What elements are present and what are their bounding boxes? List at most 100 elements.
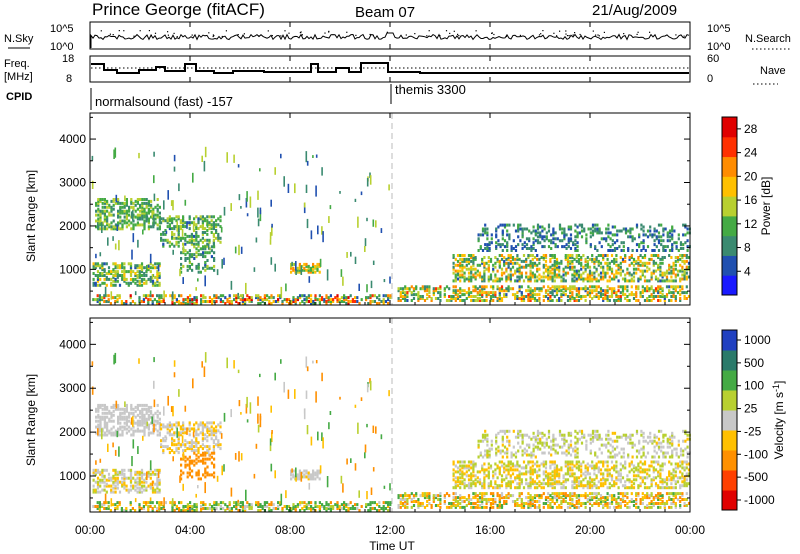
velocity-cell	[156, 472, 159, 476]
velocity-cell	[152, 419, 155, 423]
power-cell	[250, 298, 253, 302]
power-cell	[578, 231, 581, 235]
velocity-cell	[500, 474, 504, 478]
power-cell	[575, 287, 578, 291]
velocity-cell	[143, 419, 146, 423]
power-cell	[670, 291, 673, 295]
power-cell	[138, 266, 141, 270]
velocity-cell	[474, 474, 477, 478]
velocity-cell	[511, 472, 515, 476]
power-cell	[215, 294, 218, 298]
velocity-cell	[318, 469, 321, 473]
velocity-cell	[190, 441, 193, 445]
power-cell	[149, 253, 152, 264]
power-cell	[474, 267, 477, 271]
power-cell	[544, 254, 548, 257]
velocity-cell	[529, 472, 532, 476]
velocity-cell	[158, 431, 161, 435]
power-cell	[507, 285, 510, 289]
power-cell	[423, 289, 427, 293]
velocity-cell	[99, 419, 102, 423]
velocity-cell	[95, 431, 98, 435]
power-cell	[674, 263, 677, 267]
power-cell	[558, 275, 561, 279]
power-cell	[110, 205, 113, 209]
power-cell	[606, 285, 609, 289]
power-cell	[597, 279, 600, 283]
velocity-cell	[540, 462, 543, 466]
velocity-cell	[652, 498, 655, 501]
power-cell	[121, 266, 124, 270]
velocity-cell	[296, 477, 299, 481]
velocity-cell	[481, 439, 485, 443]
power-cell	[677, 233, 680, 237]
power-cell	[467, 275, 471, 279]
velocity-cell	[496, 504, 499, 507]
velocity-cell	[549, 476, 552, 480]
power-cell	[190, 234, 193, 238]
power-cell	[520, 297, 523, 300]
power-cell	[141, 203, 144, 207]
velocity-cell	[665, 482, 669, 486]
velocity-cell	[514, 486, 517, 490]
power-cell	[110, 225, 113, 229]
power-cell	[541, 229, 544, 233]
velocity-cell	[606, 472, 609, 476]
velocity-cell	[516, 460, 519, 464]
velocity-cell	[456, 502, 460, 505]
power-cell	[338, 300, 341, 303]
power-cell	[594, 223, 597, 227]
power-cell	[138, 152, 140, 159]
power-cell	[103, 213, 106, 217]
power-cell	[224, 296, 227, 300]
velocity-cell	[99, 417, 102, 421]
power-cell	[632, 263, 636, 267]
power-cell	[307, 300, 310, 303]
power-cell	[182, 223, 185, 227]
power-cell	[204, 251, 207, 255]
velocity-cell	[412, 496, 416, 500]
velocity-cell	[99, 490, 102, 494]
power-cell	[552, 227, 555, 231]
velocity-cell	[213, 471, 216, 475]
velocity-cell	[219, 431, 222, 435]
velocity-cell	[665, 484, 669, 488]
power-cell	[615, 295, 618, 298]
velocity-cell	[494, 462, 497, 466]
velocity-cell	[560, 492, 563, 496]
velocity-cell	[303, 469, 306, 473]
power-cell	[296, 268, 299, 272]
velocity-cell	[179, 431, 182, 435]
power-cell	[116, 298, 119, 302]
power-cell	[171, 232, 174, 236]
power-cell	[511, 287, 515, 291]
velocity-cell	[547, 492, 550, 496]
velocity-cell	[544, 466, 548, 470]
power-cell	[305, 264, 308, 268]
velocity-cell	[318, 477, 321, 481]
velocity-cell	[408, 496, 411, 500]
power-cell	[613, 289, 616, 293]
power-cell	[139, 205, 142, 209]
power-cell	[606, 257, 609, 261]
power-cell	[166, 219, 169, 223]
power-cell	[303, 266, 306, 270]
power-cell	[147, 217, 150, 221]
power-cell	[648, 299, 651, 302]
power-cell	[529, 297, 532, 300]
power-cell	[661, 295, 664, 298]
velocity-cell	[624, 460, 627, 464]
velocity-cell	[659, 492, 662, 496]
power-cell	[525, 257, 528, 261]
velocity-cell	[529, 466, 532, 470]
power-cell	[119, 209, 122, 213]
power-cell	[434, 297, 438, 300]
velocity-cell	[588, 476, 592, 480]
power-cell	[199, 253, 202, 257]
velocity-cell	[106, 411, 109, 415]
velocity-cell	[162, 445, 165, 449]
power-cell	[486, 227, 489, 231]
velocity-cell	[415, 492, 418, 496]
power-cell	[679, 243, 683, 247]
velocity-cell	[547, 480, 550, 484]
